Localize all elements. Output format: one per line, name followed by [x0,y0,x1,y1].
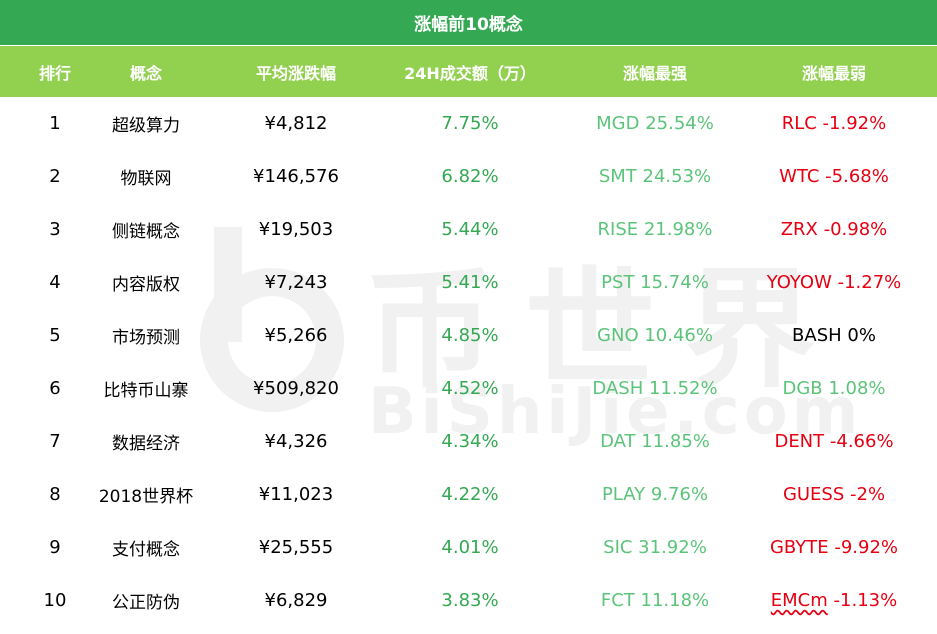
concept-cell: 内容版权 [112,275,180,295]
avg-change-cell: ¥4,812 [264,113,328,134]
strongest-cell: PST 15.74% [601,272,709,293]
header-24h-volume[interactable]: 24H成交额（万） [404,63,536,83]
table-row[interactable]: 10 公正防伪 ¥6,829 3.83% FCT 11.18% EMCm -1.… [0,574,937,627]
weakest-cell: RLC -1.92% [781,113,887,134]
rank-cell: 8 [49,484,61,505]
volume-cell: 4.85% [441,325,499,346]
rank-cell: 3 [49,219,61,240]
weakest-cell: WTC -5.68% [779,166,889,187]
strongest-cell: RISE 21.98% [597,219,713,240]
volume-cell: 5.44% [441,219,499,240]
table-row[interactable]: 2 物联网 ¥146,576 6.82% SMT 24.53% WTC -5.6… [0,150,937,203]
volume-cell: 4.22% [441,484,499,505]
strongest-cell: SIC 31.92% [603,537,707,558]
weakest-cell: DGB 1.08% [782,378,886,399]
avg-change-cell: ¥11,023 [258,484,334,505]
avg-change-cell: ¥4,326 [264,431,328,452]
table-title: 涨幅前10概念 [0,0,937,45]
rank-cell: 9 [49,537,61,558]
concept-cell: 2018世界杯 [98,487,194,507]
rank-cell: 5 [49,325,61,346]
strongest-cell: DASH 11.52% [592,378,718,399]
volume-cell: 3.83% [441,590,499,611]
volume-cell: 4.01% [441,537,499,558]
header-avg-change[interactable]: 平均涨跌幅 [255,63,336,83]
rank-cell: 1 [49,113,61,134]
weakest-symbol: EMCm [770,590,828,611]
weakest-cell: GUESS -2% [782,484,886,505]
weakest-cell: YOYOW -1.27% [766,272,902,293]
strongest-cell: MGD 25.54% [596,113,714,134]
avg-change-cell: ¥19,503 [258,219,334,240]
table-row[interactable]: 9 支付概念 ¥25,555 4.01% SIC 31.92% GBYTE -9… [0,521,937,574]
table-row[interactable]: 7 数据经济 ¥4,326 4.34% DAT 11.85% DENT -4.6… [0,415,937,468]
table-row[interactable]: 3 侧链概念 ¥19,503 5.44% RISE 21.98% ZRX -0.… [0,203,937,256]
avg-change-cell: ¥6,829 [264,590,328,611]
table-row[interactable]: 8 2018世界杯 ¥11,023 4.22% PLAY 9.76% GUESS… [0,468,937,521]
concept-cell: 数据经济 [112,434,180,454]
header-strongest[interactable]: 涨幅最强 [622,63,687,83]
table-row[interactable]: 6 比特币山寨 ¥509,820 4.52% DASH 11.52% DGB 1… [0,362,937,415]
rank-cell: 6 [49,378,61,399]
avg-change-cell: ¥146,576 [253,166,339,187]
rank-cell: 7 [49,431,61,452]
avg-change-cell: ¥5,266 [264,325,328,346]
concept-cell: 市场预测 [112,328,180,348]
strongest-cell: GNO 10.46% [597,325,713,346]
table-row[interactable]: 1 超级算力 ¥4,812 7.75% MGD 25.54% RLC -1.92… [0,97,937,150]
volume-cell: 6.82% [441,166,499,187]
header-concept[interactable]: 概念 [129,63,162,83]
header-rank[interactable]: 排行 [38,63,71,83]
rank-cell: 4 [49,272,61,293]
rank-cell: 2 [49,166,61,187]
weakest-cell: DENT -4.66% [774,431,894,452]
volume-cell: 4.52% [441,378,499,399]
weakest-cell: BASH 0% [792,325,876,346]
strongest-cell: DAT 11.85% [600,431,710,452]
volume-cell: 5.41% [441,272,499,293]
concept-cell: 超级算力 [112,116,180,136]
volume-cell: 7.75% [441,113,499,134]
table-row[interactable]: 4 内容版权 ¥7,243 5.41% PST 15.74% YOYOW -1.… [0,256,937,309]
strongest-cell: PLAY 9.76% [601,484,709,505]
concept-cell: 比特币山寨 [103,381,189,401]
concept-cell: 物联网 [120,169,172,189]
table-row[interactable]: 5 市场预测 ¥5,266 4.85% GNO 10.46% BASH 0% [0,309,937,362]
header-weakest[interactable]: 涨幅最弱 [801,63,866,83]
avg-change-cell: ¥25,555 [258,537,334,558]
avg-change-cell: ¥509,820 [253,378,339,399]
weakest-cell: GBYTE -9.92% [769,537,899,558]
concept-cell: 支付概念 [112,540,180,560]
weakest-cell: EMCm -1.13% [748,574,920,627]
weakest-cell: ZRX -0.98% [780,219,888,240]
concept-cell: 公正防伪 [112,593,180,613]
table-body: 1 超级算力 ¥4,812 7.75% MGD 25.54% RLC -1.92… [0,97,937,634]
avg-change-cell: ¥7,243 [264,272,328,293]
strongest-cell: FCT 11.18% [600,590,710,611]
header-row: 排行 概念 平均涨跌幅 24H成交额（万） 涨幅最强 涨幅最弱 [0,46,937,97]
rank-cell: 10 [43,590,67,611]
concept-cell: 侧链概念 [112,222,180,242]
strongest-cell: SMT 24.53% [598,166,712,187]
volume-cell: 4.34% [441,431,499,452]
weakest-value: -1.13% [833,590,898,611]
